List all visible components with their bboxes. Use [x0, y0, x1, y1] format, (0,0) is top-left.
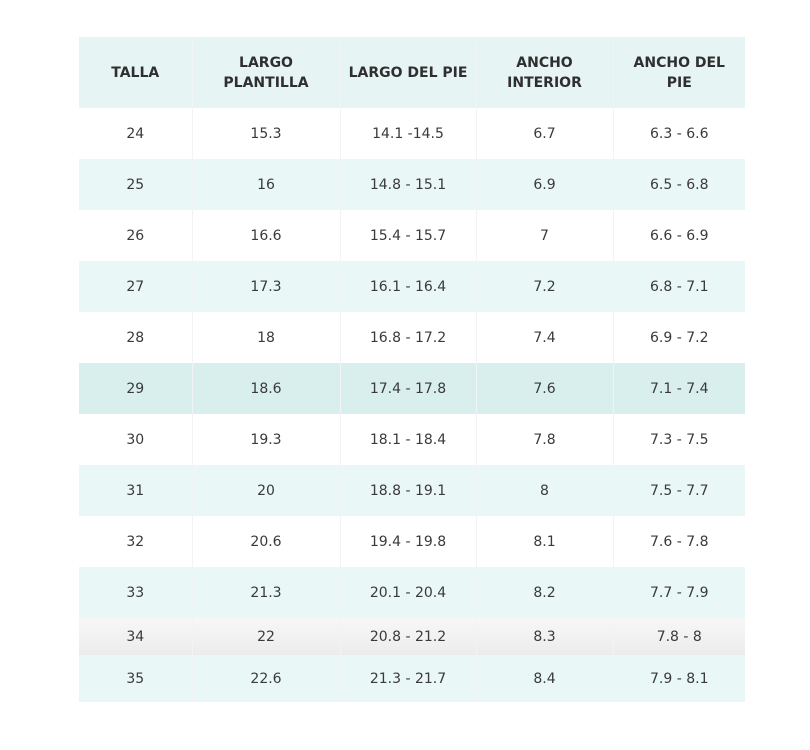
table-cell: 7.9 - 8.1 — [612, 655, 745, 702]
header-cell: LARGO PLANTILLA — [191, 37, 340, 108]
table-cell: 6.6 - 6.9 — [612, 210, 745, 261]
table-cell: 7.8 — [475, 414, 613, 465]
header-row: TALLA LARGO PLANTILLA LARGO DEL PIE ANCHO I… — [79, 37, 745, 108]
header-cell: ANCHO INTERIOR — [475, 37, 613, 108]
table-header: TALLA LARGO PLANTILLA LARGO DEL PIE ANCHO I… — [79, 37, 745, 108]
table-cell: 15.4 - 15.7 — [339, 210, 476, 261]
table-body: 24 15.3 14.1 -14.5 6.7 6.3 - 6.6 25 16 14.8 - 1… — [79, 108, 745, 702]
table-cell: 34 — [79, 618, 192, 655]
table-cell: 6.9 - 7.2 — [612, 312, 745, 363]
table-row: 25 16 14.8 - 15.1 6.9 6.5 - 6.8 — [79, 159, 745, 210]
table-cell: 21.3 — [191, 567, 340, 618]
table-cell: 16 — [191, 159, 340, 210]
table-row: 26 16.6 15.4 - 15.7 7 6.6 - 6.9 — [79, 210, 745, 261]
table-row: 31 20 18.8 - 19.1 8 7.5 - 7.7 — [79, 465, 745, 516]
table-row: 30 19.3 18.1 - 18.4 7.8 7.3 - 7.5 — [79, 414, 745, 465]
table-cell: 30 — [126, 431, 145, 448]
table-cell: 14.8 - 15.1 — [339, 159, 476, 210]
table-cell: 16.6 — [191, 210, 340, 261]
table-cell: 7 — [475, 210, 613, 261]
table-cell: 20 — [191, 465, 340, 516]
table-cell: 7.7 - 7.9 — [612, 567, 745, 618]
table-cell: 18.8 - 19.1 — [339, 465, 476, 516]
table-cell: 6.3 - 6.6 — [612, 108, 745, 159]
table-cell: 29 — [79, 363, 192, 414]
size-table: TALLA LARGO PLANTILLA LARGO DEL PIE ANCHO I… — [79, 37, 745, 702]
table-cell: 16.8 - 17.2 — [339, 312, 476, 363]
table-cell: 20.1 - 20.4 — [339, 567, 476, 618]
table-cell: 8.1 — [475, 516, 613, 567]
table-cell: 25 — [79, 159, 192, 210]
table-cell: 22.6 — [191, 655, 340, 702]
table-cell: 21.3 - 21.7 — [339, 655, 476, 702]
table-cell: 19.3 — [191, 414, 340, 465]
table-cell: 19.4 - 19.8 — [339, 516, 476, 567]
table-cell: 6.8 - 7.1 — [612, 261, 745, 312]
table-cell: 8 — [475, 465, 613, 516]
table-cell: 7.3 - 7.5 — [612, 414, 745, 465]
table-cell: 14.1 -14.5 — [339, 108, 476, 159]
table-row: 35 22.6 21.3 - 21.7 8.4 7.9 - 8.1 — [79, 655, 745, 702]
header-cell: ANCHO DEL PIE — [612, 37, 745, 108]
table-cell: 35 — [79, 655, 192, 702]
table-row: 29 18.6 17.4 - 17.8 7.6 7.1 - 7.4 — [79, 363, 745, 414]
table-row: 34 22 20.8 - 21.2 8.3 7.8 - 8 — [79, 618, 745, 655]
table-cell: 32 — [126, 533, 145, 550]
table-cell: 24 — [126, 125, 145, 142]
table-row: 28 18 16.8 - 17.2 7.4 6.9 - 7.2 — [79, 312, 745, 363]
header-cell: LARGO DEL PIE — [339, 37, 476, 108]
table-cell: 17.3 — [191, 261, 340, 312]
table-cell: 7.5 - 7.7 — [612, 465, 745, 516]
table-cell: 7.6 — [475, 363, 613, 414]
table-cell: 17.4 - 17.8 — [339, 363, 476, 414]
table-cell: 20.6 — [191, 516, 340, 567]
table-cell: 18 — [191, 312, 340, 363]
table-cell: 31 — [79, 465, 192, 516]
table-cell: 7.6 - 7.8 — [612, 516, 745, 567]
table-cell: 20.8 - 21.2 — [339, 618, 476, 655]
table-row: 24 15.3 14.1 -14.5 6.7 6.3 - 6.6 — [79, 108, 745, 159]
table-row: 33 21.3 20.1 - 20.4 8.2 7.7 - 7.9 — [79, 567, 745, 618]
table-cell: 18.1 - 18.4 — [339, 414, 476, 465]
table-row: 32 20.6 19.4 - 19.8 8.1 7.6 - 7.8 — [79, 516, 745, 567]
table-cell: 18.6 — [191, 363, 340, 414]
table-cell: 8.4 — [475, 655, 613, 702]
table-cell: 8.3 — [475, 618, 613, 655]
header-cell: TALLA — [79, 37, 192, 108]
table-cell: 7.8 - 8 — [612, 618, 745, 655]
table-cell: 15.3 — [191, 108, 340, 159]
table-cell: 16.1 - 16.4 — [339, 261, 476, 312]
table-cell: 27 — [79, 261, 192, 312]
table-cell: 22 — [191, 618, 340, 655]
table-cell: 33 — [79, 567, 192, 618]
table-row: 27 17.3 16.1 - 16.4 7.2 6.8 - 7.1 — [79, 261, 745, 312]
table-cell: 26 — [126, 227, 145, 244]
table-cell: 8.2 — [475, 567, 613, 618]
table-cell: 28 — [126, 329, 145, 346]
table-cell: 6.9 — [475, 159, 613, 210]
table-cell: 7.4 — [475, 312, 613, 363]
table-cell: 7.2 — [475, 261, 613, 312]
table-cell: 7.1 - 7.4 — [612, 363, 745, 414]
table-cell: 6.5 - 6.8 — [612, 159, 745, 210]
table-cell: 6.7 — [475, 108, 613, 159]
